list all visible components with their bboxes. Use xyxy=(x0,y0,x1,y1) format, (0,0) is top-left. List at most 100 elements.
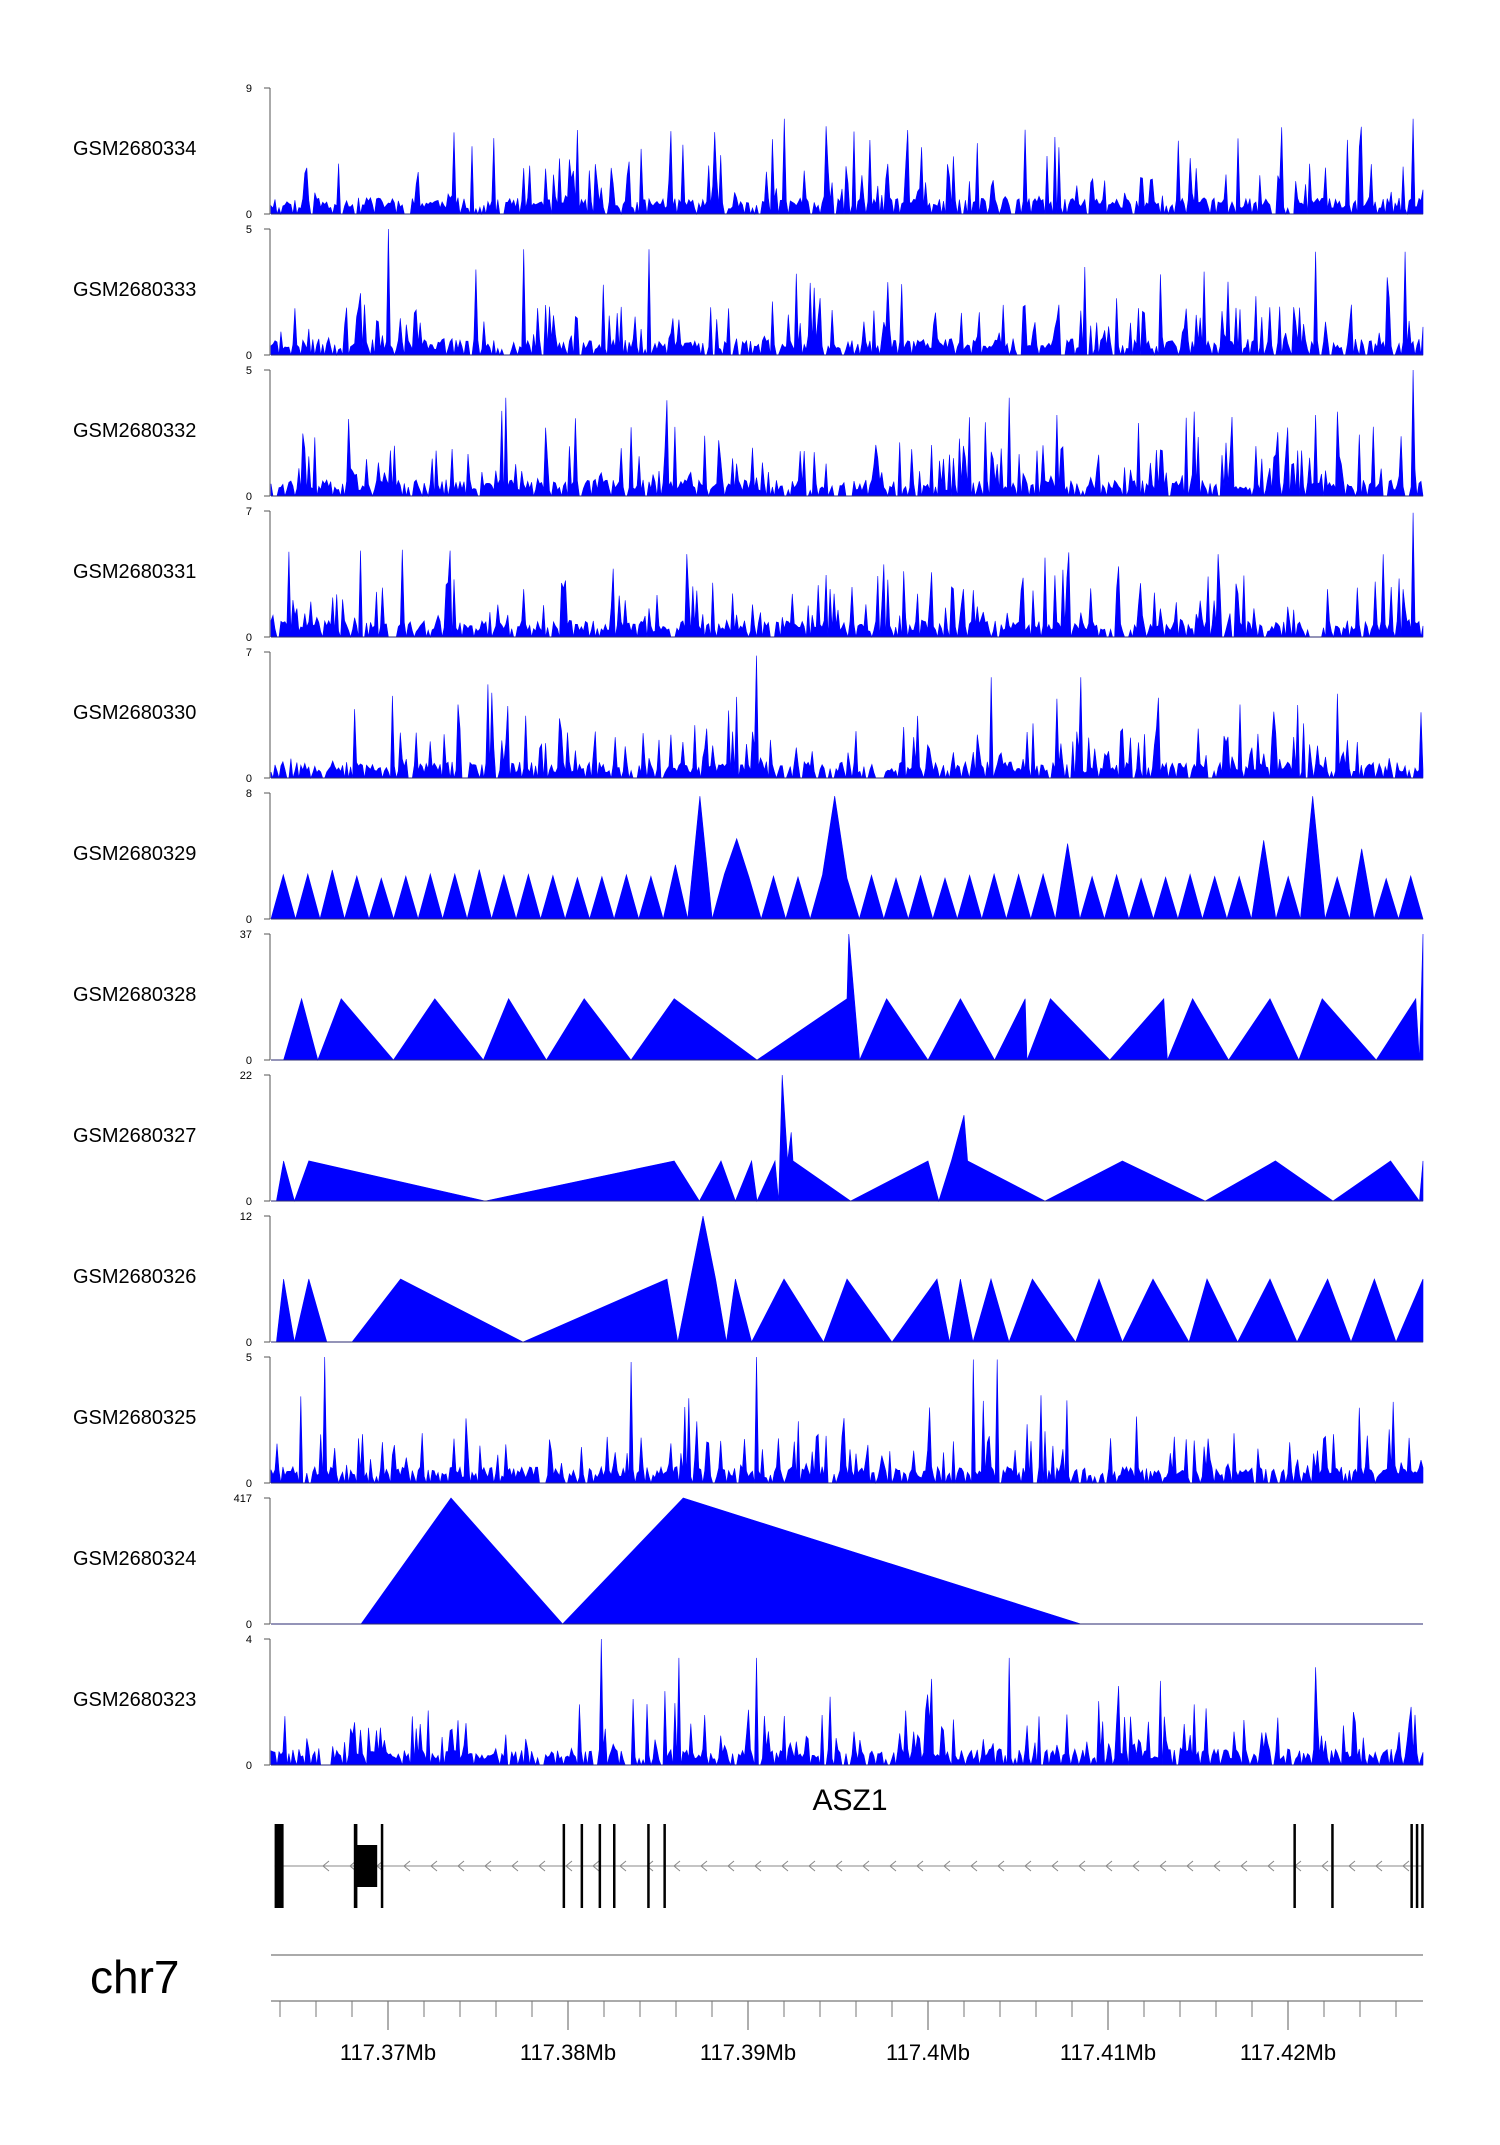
strand-arrow xyxy=(916,1860,924,1872)
strand-arrow xyxy=(1051,1860,1059,1872)
strand-arrow xyxy=(889,1860,897,1872)
strand-arrow xyxy=(646,1860,654,1872)
strand-arrow xyxy=(1402,1860,1410,1872)
y-zero-label: 0 xyxy=(246,1619,252,1631)
exon xyxy=(1421,1824,1424,1908)
tick-label: 117.4Mb xyxy=(886,2040,970,2065)
strand-arrow xyxy=(511,1860,519,1872)
exon xyxy=(1415,1824,1419,1908)
strand-arrow xyxy=(592,1860,600,1872)
track-label: GSM2680332 xyxy=(73,420,196,442)
y-zero-label: 0 xyxy=(246,491,252,503)
strand-arrow xyxy=(727,1860,735,1872)
tick-label: 117.38Mb xyxy=(520,2040,616,2065)
track-GSM2680326: GSM2680326 12 0 xyxy=(73,1211,1424,1349)
strand-arrow xyxy=(943,1860,951,1872)
strand-arrow xyxy=(1159,1860,1167,1872)
strand-arrow xyxy=(430,1860,438,1872)
strand-arrow xyxy=(538,1860,546,1872)
y-zero-label: 0 xyxy=(246,350,252,362)
track-GSM2680333: GSM2680333 5 0 xyxy=(73,224,1424,362)
strand-arrow xyxy=(700,1860,708,1872)
coverage-area xyxy=(270,512,1424,639)
y-zero-label: 0 xyxy=(246,914,252,926)
exon xyxy=(353,1824,358,1908)
exon xyxy=(355,1845,378,1887)
y-max-label: 37 xyxy=(240,929,252,941)
track-label: GSM2680325 xyxy=(73,1407,196,1429)
strand-arrow xyxy=(484,1860,492,1872)
strand-arrow xyxy=(322,1860,330,1872)
y-zero-label: 0 xyxy=(246,1196,252,1208)
strand-arrow xyxy=(997,1860,1005,1872)
tick-label: 117.41Mb xyxy=(1060,2040,1156,2065)
chromosome-track: chr7 xyxy=(90,1951,1423,2003)
strand-arrow xyxy=(1321,1860,1329,1872)
strand-arrow xyxy=(970,1860,978,1872)
strand-arrow xyxy=(673,1860,681,1872)
strand-arrow xyxy=(862,1860,870,1872)
track-GSM2680332: GSM2680332 5 0 xyxy=(73,365,1424,503)
y-max-label: 12 xyxy=(240,1211,252,1223)
strand-arrow xyxy=(1105,1860,1113,1872)
exon xyxy=(580,1824,584,1908)
strand-arrow xyxy=(457,1860,465,1872)
genome-axis: 117.37Mb 117.38Mb 117.39Mb 117.4Mb 117.41Mb 1… xyxy=(271,2000,1423,2065)
y-max-label: 5 xyxy=(246,1352,252,1364)
coverage-area xyxy=(270,118,1424,216)
strand-arrow xyxy=(1213,1860,1221,1872)
gene-name: ASZ1 xyxy=(812,1784,887,1817)
y-max-label: 5 xyxy=(246,224,252,236)
strand-arrow xyxy=(565,1860,573,1872)
track-label: GSM2680334 xyxy=(73,138,196,160)
coverage-area xyxy=(270,655,1424,780)
strand-arrow xyxy=(1186,1860,1194,1872)
gene-track: ASZ1 xyxy=(274,1784,1424,1908)
tick-label: 117.39Mb xyxy=(700,2040,796,2065)
coverage-area xyxy=(270,369,1424,498)
track-GSM2680328: GSM2680328 37 0 xyxy=(73,929,1424,1067)
track-label: GSM2680331 xyxy=(73,561,196,583)
coverage-area xyxy=(270,1356,1424,1485)
exon xyxy=(1410,1824,1413,1908)
exon xyxy=(380,1824,384,1908)
y-max-label: 5 xyxy=(246,365,252,377)
track-label: GSM2680326 xyxy=(73,1266,196,1288)
y-zero-label: 0 xyxy=(246,1055,252,1067)
coverage-area xyxy=(360,1497,1082,1625)
y-max-label: 8 xyxy=(246,788,252,800)
strand-arrow xyxy=(1267,1860,1275,1872)
exon xyxy=(1331,1824,1334,1908)
coverage-area xyxy=(270,1638,1424,1767)
track-GSM2680325: GSM2680325 5 0 xyxy=(73,1352,1424,1490)
strand-arrow xyxy=(1375,1860,1383,1872)
track-GSM2680324: GSM2680324 417 0 xyxy=(73,1493,1423,1631)
y-zero-label: 0 xyxy=(246,1760,252,1772)
strand-arrow xyxy=(1348,1860,1356,1872)
y-zero-label: 0 xyxy=(246,1337,252,1349)
track-GSM2680334: GSM2680334 9 0 xyxy=(73,83,1424,221)
strand-arrow xyxy=(619,1860,627,1872)
exon xyxy=(613,1824,616,1908)
coverage-area xyxy=(270,228,1424,357)
exon xyxy=(647,1824,650,1908)
strand-arrow xyxy=(1132,1860,1140,1872)
y-zero-label: 0 xyxy=(246,1478,252,1490)
track-label: GSM2680333 xyxy=(73,279,196,301)
track-label: GSM2680327 xyxy=(73,1125,196,1147)
y-max-label: 417 xyxy=(234,1493,252,1505)
track-GSM2680330: GSM2680330 7 0 xyxy=(73,647,1424,785)
y-max-label: 7 xyxy=(246,506,252,518)
coverage-area xyxy=(283,933,1424,1061)
track-GSM2680327: GSM2680327 22 0 xyxy=(73,1070,1424,1208)
track-label: GSM2680329 xyxy=(73,843,196,865)
exon xyxy=(562,1824,566,1908)
track-label: GSM2680323 xyxy=(73,1689,196,1711)
tick-label: 117.42Mb xyxy=(1240,2040,1336,2065)
y-zero-label: 0 xyxy=(246,773,252,785)
y-max-label: 4 xyxy=(246,1634,252,1646)
strand-arrow xyxy=(1240,1860,1248,1872)
coverage-area xyxy=(276,1074,1424,1203)
strand-arrow xyxy=(835,1860,843,1872)
